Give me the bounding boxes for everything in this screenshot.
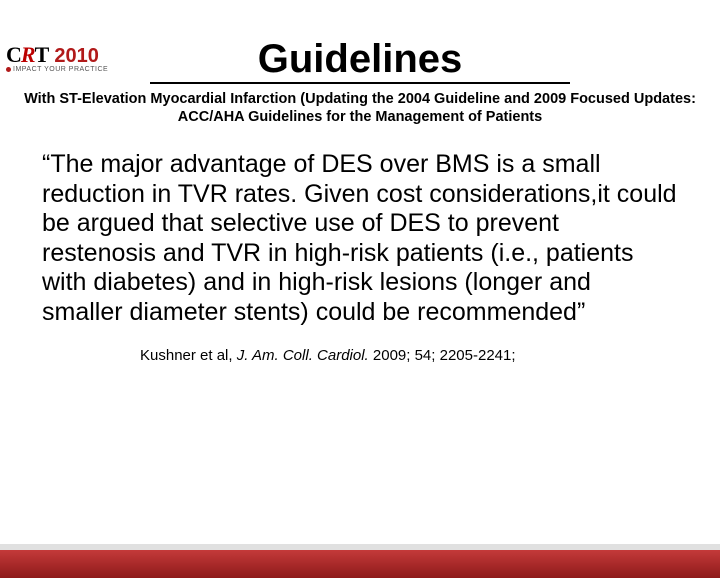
citation-ref: 2009; 54; 2205-2241; — [373, 347, 516, 364]
body-quote: “The major advantage of DES over BMS is … — [42, 150, 678, 327]
slide-subtitle: With ST-Elevation Myocardial Infarction … — [18, 90, 702, 126]
logo-letter-c: C — [6, 42, 21, 67]
logo-letter-t: T — [35, 42, 48, 67]
footer-bar — [0, 544, 720, 578]
bullet-icon — [6, 67, 11, 72]
citation-authors: Kushner et al, — [140, 347, 237, 364]
citation: Kushner et al, J. Am. Coll. Cardiol. 200… — [140, 347, 720, 364]
logo-tagline-text: IMPACT YOUR PRACTICE — [13, 66, 108, 73]
logo-letter-r: R — [21, 42, 35, 67]
logo-tagline: IMPACT YOUR PRACTICE — [6, 66, 108, 73]
slide-title: Guidelines — [150, 38, 570, 84]
citation-journal: J. Am. Coll. Cardiol. — [237, 347, 373, 364]
event-logo: CRT 2010 IMPACT YOUR PRACTICE — [6, 42, 108, 73]
logo-year: 2010 — [54, 45, 99, 68]
logo-crt: CRT — [6, 42, 52, 67]
